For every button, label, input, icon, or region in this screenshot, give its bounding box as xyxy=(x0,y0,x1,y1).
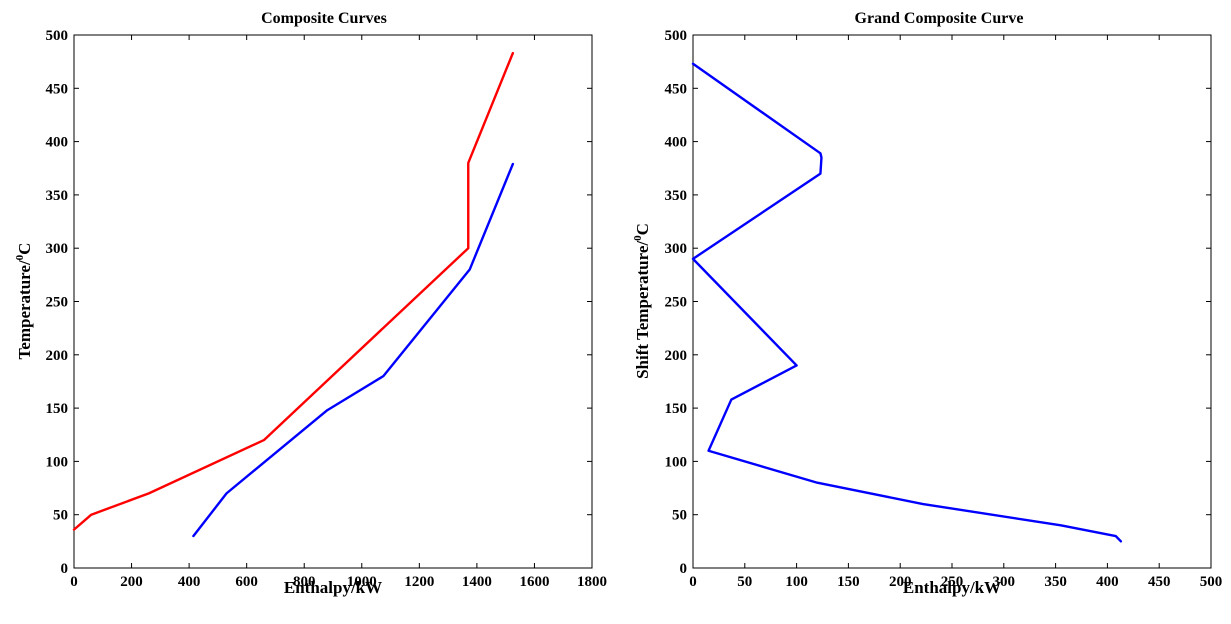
series-line-0 xyxy=(691,62,1123,543)
y-axis-label-sup: 0 xyxy=(14,254,26,260)
y-tick-label: 0 xyxy=(61,561,69,577)
y-axis-label-main: Temperature/ xyxy=(15,260,34,359)
series-line-1 xyxy=(192,162,515,538)
y-axis-label: Shift Temperature/0C xyxy=(632,223,652,379)
y-tick-label: 50 xyxy=(672,508,687,524)
composite-curves-chart: Composite Curves 0 200 400 600 800 1000 1200 14… xyxy=(14,10,607,597)
y-tick-label: 50 xyxy=(53,508,68,524)
y-tick-label: 500 xyxy=(665,28,688,44)
x-tick-label: 450 xyxy=(1148,574,1171,590)
y-tick-label: 200 xyxy=(665,348,688,364)
series-group xyxy=(691,62,1123,543)
chart-title: Composite Curves xyxy=(261,10,387,27)
x-tick-label: 800 xyxy=(293,574,316,590)
y-tick-label: 150 xyxy=(46,401,69,417)
grand-composite-curve-chart: Grand Composite Curve 0 50 100 150 200 250 300… xyxy=(632,10,1222,597)
x-tick-label: 1800 xyxy=(577,574,607,590)
x-tick-label: 200 xyxy=(120,574,143,590)
y-tick-label: 450 xyxy=(665,81,688,97)
y-axis-label-main: Shift Temperature/ xyxy=(633,241,652,379)
series-line-0 xyxy=(72,51,515,531)
plot-frame xyxy=(692,34,1212,569)
y-tick-label: 0 xyxy=(680,561,688,577)
y-tick-label: 400 xyxy=(665,135,688,151)
x-axis-label: Enthalpy/kW xyxy=(903,578,1001,597)
y-axis-label-sup: 0 xyxy=(632,235,644,241)
y-tick-label: 150 xyxy=(665,401,688,417)
y-axis-label-unit: C xyxy=(633,223,652,235)
x-tick-label: 100 xyxy=(785,574,808,590)
x-tick-label: 500 xyxy=(1200,574,1223,590)
y-tick-label: 100 xyxy=(46,454,69,470)
y-axis-label: Temperature/0C xyxy=(14,243,34,360)
series-group xyxy=(72,51,515,538)
x-tick-label: 350 xyxy=(1044,574,1067,590)
x-axis-label: Enthalpy/kW xyxy=(284,578,382,597)
y-tick-label: 250 xyxy=(665,295,688,311)
y-tick-label: 100 xyxy=(665,454,688,470)
x-tick-label: 250 xyxy=(941,574,964,590)
y-tick-label: 350 xyxy=(665,188,688,204)
x-tick-label: 1600 xyxy=(519,574,549,590)
y-tick-label: 350 xyxy=(46,188,69,204)
y-tick-label: 250 xyxy=(46,295,69,311)
x-tick-label: 400 xyxy=(178,574,201,590)
y-ticks: 0 50 100 150 200 250 300 350 400 450 500 xyxy=(665,28,1211,577)
y-tick-label: 500 xyxy=(46,28,69,44)
y-tick-label: 300 xyxy=(46,241,69,257)
x-tick-label: 0 xyxy=(70,574,78,590)
y-tick-label: 300 xyxy=(665,241,688,257)
y-ticks: 0 50 100 150 200 250 300 350 400 450 500 xyxy=(46,28,592,577)
chart-title: Grand Composite Curve xyxy=(855,10,1024,27)
x-tick-label: 400 xyxy=(1096,574,1119,590)
x-tick-label: 300 xyxy=(993,574,1016,590)
y-tick-label: 200 xyxy=(46,348,69,364)
y-axis-label-unit: C xyxy=(15,243,34,255)
plot-frame xyxy=(73,34,593,569)
x-tick-label: 1400 xyxy=(462,574,492,590)
x-tick-label: 200 xyxy=(889,574,912,590)
x-tick-label: 1200 xyxy=(404,574,434,590)
x-tick-label: 150 xyxy=(837,574,860,590)
y-tick-label: 400 xyxy=(46,135,69,151)
x-tick-label: 50 xyxy=(737,574,752,590)
x-tick-label: 1000 xyxy=(347,574,377,590)
x-ticks: 0 50 100 150 200 250 300 350 400 450 500 xyxy=(689,35,1222,590)
x-ticks: 0 200 400 600 800 1000 1200 1400 1600 1800 xyxy=(70,35,607,590)
x-tick-label: 600 xyxy=(235,574,258,590)
x-tick-label: 0 xyxy=(689,574,697,590)
y-tick-label: 450 xyxy=(46,81,69,97)
